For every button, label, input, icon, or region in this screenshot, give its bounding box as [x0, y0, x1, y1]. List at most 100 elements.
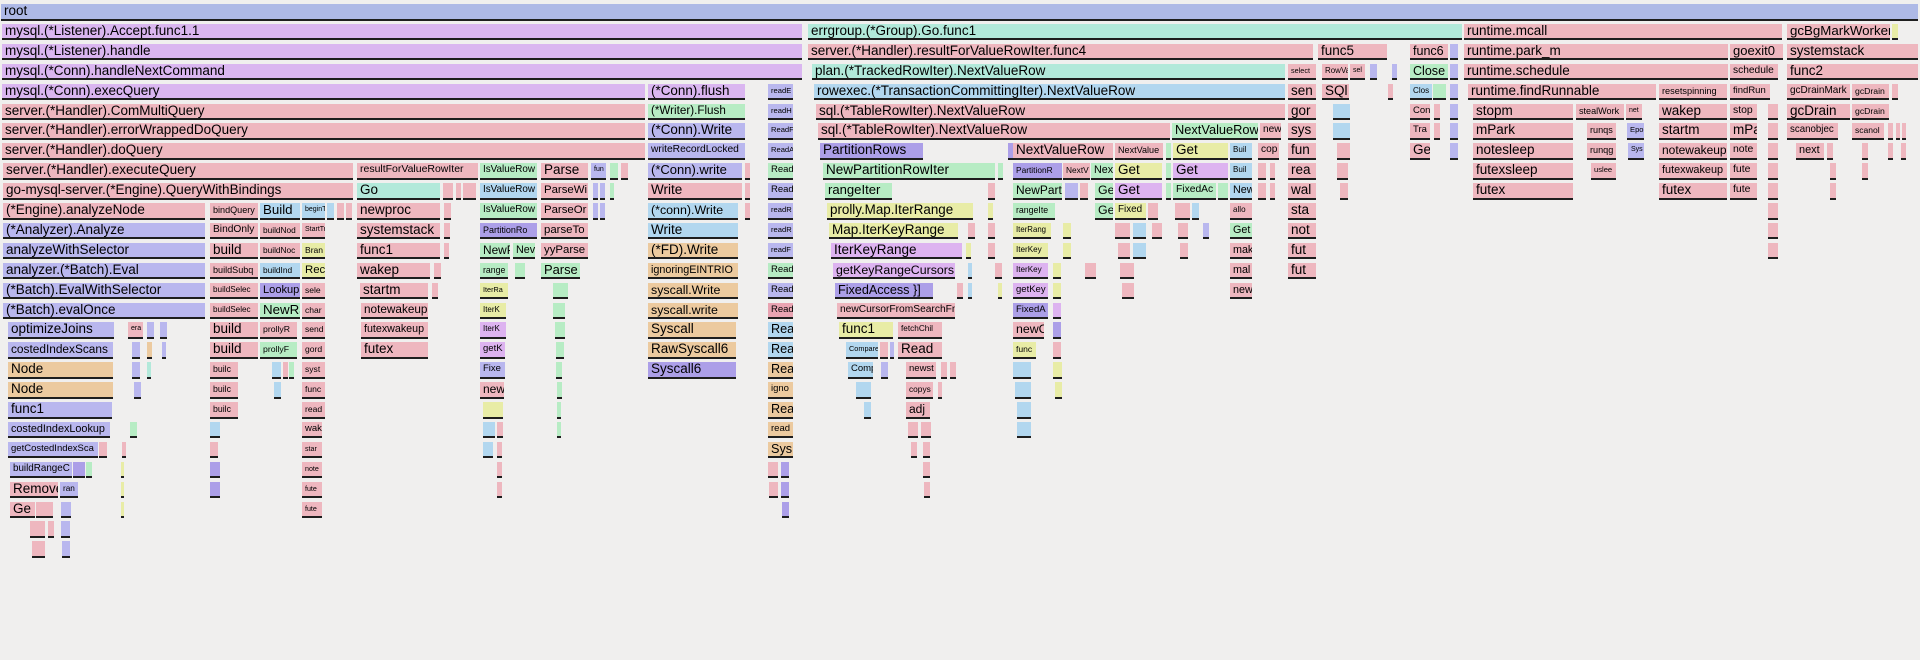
flame-frame-sliver[interactable] [444, 203, 451, 220]
flame-frame-sys[interactable]: sys [1288, 123, 1316, 140]
flame-frame-func1[interactable]: func1 [8, 402, 112, 419]
flame-frame-futexsleep[interactable]: futexsleep [1473, 163, 1573, 180]
flame-frame-syst[interactable]: syst [302, 362, 325, 379]
flame-frame-readf[interactable]: readF [768, 242, 793, 260]
flame-frame-findrun[interactable]: findRun [1730, 83, 1770, 101]
flame-frame-gcdrain[interactable]: gcDrain [1852, 83, 1889, 101]
flame-frame-sliver[interactable] [147, 322, 154, 339]
flame-frame-partitionr[interactable]: PartitionR [1013, 163, 1062, 180]
flame-frame-era[interactable]: era [128, 322, 143, 339]
flame-frame-sliver[interactable] [1830, 163, 1836, 180]
flame-frame-sliver[interactable] [1065, 183, 1078, 200]
flame-frame-goexit0[interactable]: goexit0 [1730, 43, 1783, 61]
flame-frame-builc[interactable]: builc [210, 362, 238, 379]
flame-frame-sliver[interactable] [1768, 222, 1778, 240]
flame-frame-sliver[interactable] [600, 183, 605, 200]
flame-frame-sliver[interactable] [1768, 143, 1778, 160]
flame-frame-func[interactable]: func [1013, 342, 1036, 359]
flame-frame-sliver[interactable] [1902, 123, 1906, 140]
flame-frame-sliver[interactable] [864, 402, 871, 419]
flame-frame-mpark[interactable]: mPark [1473, 123, 1573, 140]
flame-frame-parseor[interactable]: ParseOr [541, 203, 588, 220]
flame-frame-server-handler-errorwrappeddoquery[interactable]: server.(*Handler).errorWrappedDoQuery [2, 123, 645, 140]
flame-frame-sliver[interactable] [1888, 123, 1893, 140]
flame-frame-get[interactable]: Get [1115, 163, 1162, 180]
flame-frame-sliver[interactable] [555, 322, 565, 339]
flame-frame-sql[interactable]: SQl [1322, 83, 1349, 101]
flame-frame-resultforvaluerowiter[interactable]: resultForValueRowIter [357, 163, 478, 180]
flame-frame-get[interactable]: Get [1115, 183, 1162, 200]
flame-frame-syscall[interactable]: Syscall [648, 322, 736, 339]
flame-frame-sliver[interactable] [890, 342, 894, 359]
flame-frame-fetchchil[interactable]: fetchChil [898, 322, 942, 339]
flame-frame-futex[interactable]: futex [1659, 183, 1727, 200]
flame-frame-parse[interactable]: Parse [541, 163, 588, 180]
flame-frame-compare[interactable]: Compare [846, 342, 878, 359]
flame-frame-resetspinning[interactable]: resetspinning [1659, 83, 1727, 101]
flame-frame-sliver[interactable] [346, 203, 352, 220]
flame-frame-next[interactable]: next [1796, 143, 1824, 160]
flame-frame-mysql-conn-execquery[interactable]: mysql.(*Conn).execQuery [2, 83, 645, 101]
flame-frame-read[interactable]: Read [898, 342, 942, 359]
flame-frame-build[interactable]: build [210, 322, 258, 339]
flame-frame-sliver[interactable] [1192, 203, 1199, 220]
flame-frame-sliver[interactable] [968, 222, 975, 240]
flame-frame-fixedaccess-[interactable]: FixedAccess }] [835, 282, 933, 300]
flame-frame-sliver[interactable] [1270, 163, 1275, 180]
flame-frame-gcbgmarkworker[interactable]: gcBgMarkWorker [1787, 23, 1890, 41]
flame-frame-runqg[interactable]: runqg [1587, 143, 1616, 160]
flame-frame-sliver[interactable] [36, 501, 53, 518]
flame-frame-newcursorfromsearchfn[interactable]: newCursorFromSearchFn [837, 302, 955, 319]
flame-frame-sliver[interactable] [1120, 262, 1134, 280]
flame-frame-sliver[interactable] [483, 421, 495, 439]
flame-frame-nev[interactable]: Nev [513, 242, 535, 260]
flame-frame-sliver[interactable] [147, 362, 151, 379]
flame-frame-sliver[interactable] [1180, 242, 1188, 260]
flame-frame-sliver[interactable] [515, 262, 525, 280]
flame-frame-write[interactable]: Write [648, 222, 738, 240]
flame-frame-con[interactable]: Con [1410, 103, 1430, 120]
flame-frame-sliver[interactable] [210, 441, 218, 459]
flame-frame-sliver[interactable] [968, 282, 972, 300]
flame-frame-clos[interactable]: Clos [1410, 83, 1432, 101]
flame-frame-newpart[interactable]: NewPart [1013, 183, 1062, 200]
flame-frame-sliver[interactable] [610, 183, 614, 200]
flame-frame-sliver[interactable] [1892, 83, 1898, 101]
flame-frame-syscall-write[interactable]: syscall.write [648, 302, 738, 319]
flame-frame-fixedac[interactable]: FixedAc [1173, 183, 1216, 200]
flame-frame-buildind[interactable]: buildInd [260, 262, 300, 280]
flame-frame-futex[interactable]: futex [1473, 183, 1573, 200]
flame-frame-sliver[interactable] [995, 262, 1002, 280]
flame-frame-igno[interactable]: igno [768, 382, 793, 399]
flame-frame-sliver[interactable] [1166, 143, 1171, 160]
flame-frame-sliver[interactable] [1450, 143, 1458, 160]
flame-frame-sliver[interactable] [1015, 382, 1031, 399]
flame-frame-new[interactable]: new [1260, 123, 1281, 140]
flame-frame-buildnoc[interactable]: buildNoc [260, 242, 300, 260]
flame-frame-sliver[interactable] [1053, 282, 1061, 300]
flame-frame-sliver[interactable] [557, 421, 561, 439]
flame-frame-parseto[interactable]: parseTo [541, 222, 588, 240]
flame-frame-sliver[interactable] [1434, 103, 1440, 120]
flame-frame-nextvalue[interactable]: NextValue [1115, 143, 1163, 160]
flame-frame-bindonly[interactable]: BindOnly [210, 222, 258, 240]
flame-frame-sliver[interactable] [1901, 143, 1906, 160]
flame-frame-sliver[interactable] [745, 163, 750, 180]
flame-frame--conn-write[interactable]: (*Conn).Write [648, 123, 745, 140]
flame-frame-sliver[interactable] [337, 203, 344, 220]
flame-frame-sql-tablerowiter-nextvaluerow[interactable]: sql.(*TableRowIter).NextValueRow [816, 103, 1285, 120]
flame-frame-sliver[interactable] [557, 402, 561, 419]
flame-frame-sliver[interactable] [1768, 163, 1778, 180]
flame-frame-func1[interactable]: func1 [357, 242, 440, 260]
flame-frame-iterkey[interactable]: IterKey [1013, 262, 1048, 280]
flame-frame-sliver[interactable] [557, 382, 562, 399]
flame-frame-map-iterkeyrange[interactable]: Map.IterKeyRange [829, 222, 958, 240]
flame-frame-sliver[interactable] [1450, 83, 1458, 101]
flame-frame-sliver[interactable] [880, 342, 888, 359]
flame-frame-sliver[interactable] [1258, 163, 1266, 180]
flame-frame-sliver[interactable] [1827, 143, 1833, 160]
flame-frame-runtime-park-m[interactable]: runtime.park_m [1464, 43, 1728, 61]
flame-frame-sliver[interactable] [483, 402, 503, 419]
flame-frame-rowexec-transactioncommittingiter-nextvaluerow[interactable]: rowexec.(*TransactionCommittingIter).Nex… [814, 83, 1285, 101]
flame-frame-sliver[interactable] [988, 222, 995, 240]
